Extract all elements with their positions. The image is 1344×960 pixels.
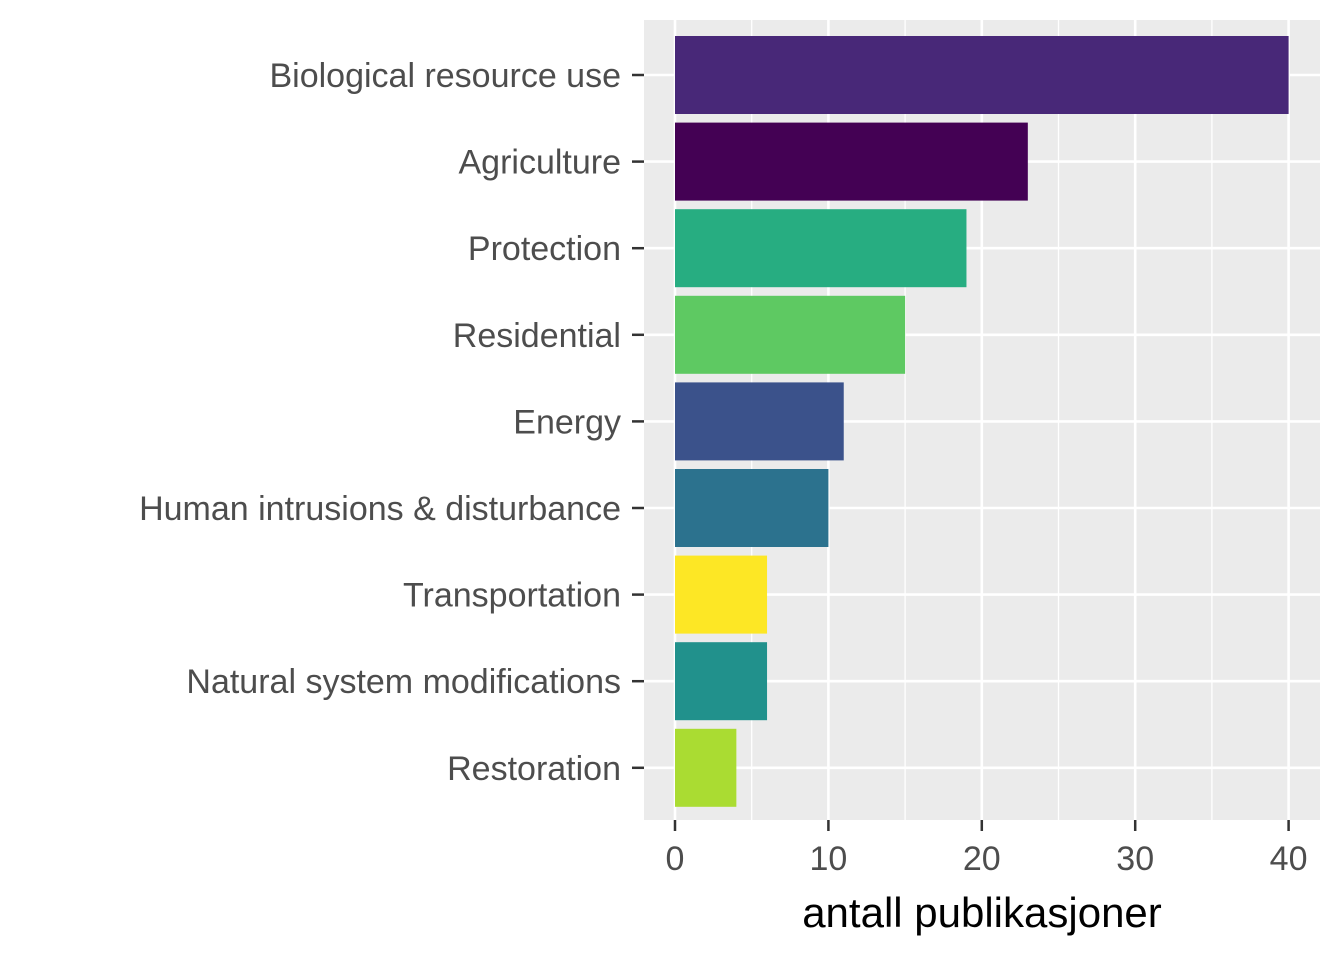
y-tick-label: Restoration [447, 750, 621, 788]
y-tick-label: Human intrusions & disturbance [139, 490, 621, 528]
x-tick-label: 40 [1270, 840, 1308, 878]
y-tick-label: Residential [453, 317, 621, 355]
bar [675, 642, 768, 721]
y-tick-label: Agriculture [458, 144, 621, 182]
x-tick-label: 10 [809, 840, 847, 878]
y-tick-label: Energy [513, 403, 621, 441]
bars [675, 36, 1289, 807]
y-tick-label: Protection [468, 230, 621, 268]
bar [675, 382, 844, 461]
y-axis: Biological resource use Agriculture Protec… [139, 57, 644, 788]
bar [675, 295, 906, 374]
x-axis-title: antall publikasjoner [802, 889, 1162, 936]
bar [675, 555, 768, 634]
bar [675, 122, 1028, 201]
y-tick-label: Natural system modifications [186, 663, 621, 701]
x-axis: 0 10 20 30 40 [666, 820, 1308, 878]
bar [675, 469, 829, 547]
x-tick-label: 20 [963, 840, 1001, 878]
bar [675, 209, 967, 288]
bar [675, 36, 1289, 114]
y-tick-label: Biological resource use [269, 57, 621, 95]
y-tick-label: Transportation [403, 577, 621, 615]
x-tick-label: 30 [1116, 840, 1154, 878]
bar [675, 728, 737, 807]
x-tick-label: 0 [666, 840, 685, 878]
